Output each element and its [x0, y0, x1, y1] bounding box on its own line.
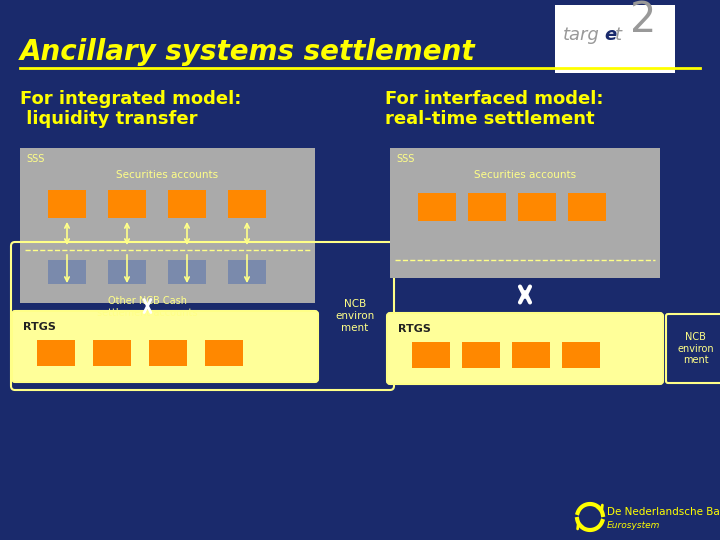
Bar [390, 148, 660, 278]
Text: liquidity transfer: liquidity transfer [20, 110, 197, 128]
Bar [512, 342, 550, 368]
Text: real-time settlement: real-time settlement [385, 110, 595, 128]
Bar [462, 342, 500, 368]
Bar [518, 193, 556, 221]
Bar [108, 260, 146, 284]
Bar [37, 340, 75, 366]
Text: e: e [604, 26, 616, 44]
Text: NCB
environ
ment: NCB environ ment [336, 299, 374, 333]
Text: Other NCB Cash
settlement accounts: Other NCB Cash settlement accounts [97, 296, 198, 318]
Text: Securities accounts: Securities accounts [474, 170, 576, 180]
Text: SSS: SSS [26, 154, 45, 164]
FancyBboxPatch shape [387, 313, 663, 384]
Bar [205, 340, 243, 366]
FancyBboxPatch shape [12, 311, 318, 382]
Text: NCB
environ
ment: NCB environ ment [678, 332, 714, 365]
Text: Securities accounts: Securities accounts [117, 170, 219, 180]
Bar [168, 260, 206, 284]
Bar [468, 193, 506, 221]
Bar [48, 190, 86, 218]
Bar [108, 190, 146, 218]
Bar [228, 260, 266, 284]
Bar [555, 5, 675, 73]
Bar [418, 193, 456, 221]
Text: 2: 2 [630, 0, 657, 41]
Text: SSS: SSS [396, 154, 415, 164]
Text: RTGS: RTGS [398, 324, 431, 334]
Bar [568, 193, 606, 221]
Bar [48, 260, 86, 284]
Text: Eurosystem: Eurosystem [607, 521, 660, 530]
Text: De Nederlandsche Bank: De Nederlandsche Bank [607, 507, 720, 517]
Text: Ancillary systems settlement: Ancillary systems settlement [20, 38, 476, 66]
Bar [20, 253, 315, 301]
Bar [168, 190, 206, 218]
Bar [228, 190, 266, 218]
Text: targ: targ [563, 26, 600, 44]
Text: t: t [615, 26, 622, 44]
Bar [149, 340, 187, 366]
Text: RTGS: RTGS [23, 322, 56, 332]
Bar [412, 342, 450, 368]
Text: For interfaced model:: For interfaced model: [385, 90, 603, 108]
Bar [20, 148, 315, 303]
Bar [562, 342, 600, 368]
Text: For integrated model:: For integrated model: [20, 90, 241, 108]
Bar [93, 340, 131, 366]
